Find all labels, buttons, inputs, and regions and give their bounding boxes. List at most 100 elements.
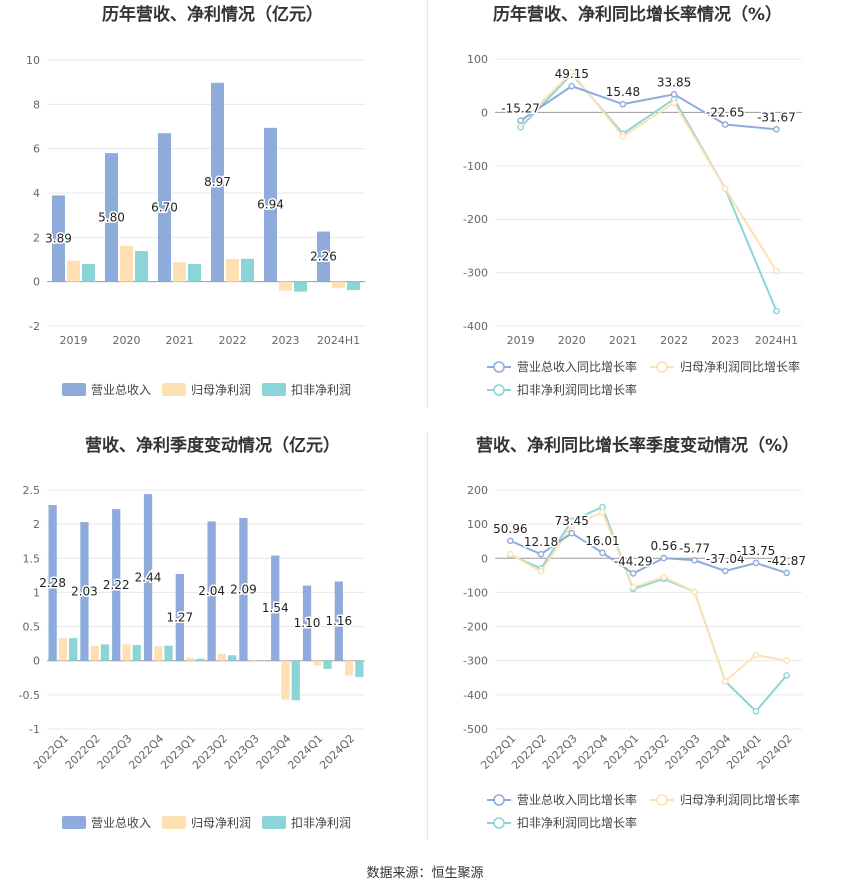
- series-line: [519, 70, 778, 272]
- y-tick-label: -500: [463, 723, 488, 736]
- bar: [347, 281, 360, 291]
- bar: [271, 555, 280, 661]
- x-tick-label: 2020: [113, 334, 141, 347]
- legend-label: 扣非净利润: [291, 383, 351, 397]
- bar-data-label: 1.16: [325, 614, 352, 628]
- bar: [196, 658, 205, 661]
- annual-growth-rate-chart: 历年营收、净利同比增长率情况（%） 100 0 -100 -200 -300 -400 201…: [425, 0, 850, 410]
- legend-swatch: [62, 383, 86, 396]
- x-tick-label: 2023: [272, 334, 300, 347]
- bar: [217, 653, 227, 661]
- series-point: [752, 559, 760, 567]
- bar-data-label: 1.27: [166, 610, 193, 624]
- chart-title: 营收、净利同比增长率季度变动情况（%）: [476, 435, 799, 456]
- series-point: [721, 185, 729, 193]
- series-point: [660, 554, 668, 562]
- line-data-label: 16.01: [585, 534, 619, 548]
- y-tick-label: 6: [33, 143, 40, 156]
- legend-label: 归母净利润同比增长率: [680, 792, 800, 807]
- line-data-label: 73.45: [555, 514, 589, 528]
- bar-data-label: 2.09: [230, 582, 257, 596]
- series-point: [670, 91, 678, 98]
- legend-marker: [493, 817, 505, 829]
- bar: [226, 259, 239, 282]
- y-tick-label: 8: [33, 98, 40, 111]
- legend-label: 营业总收入: [91, 816, 151, 830]
- bar: [241, 258, 254, 282]
- bar: [249, 660, 258, 661]
- bar: [313, 660, 322, 666]
- bar: [154, 646, 163, 661]
- legend-swatch: [262, 383, 286, 396]
- legend-swatch: [262, 816, 286, 829]
- bar-data-label: 8.97: [204, 175, 231, 189]
- line-data-label: -31.67: [757, 110, 796, 124]
- line-data-label: 0.56: [650, 539, 677, 553]
- legend-label: 归母净利润: [191, 383, 251, 397]
- y-tick-label: 0.5: [23, 621, 41, 634]
- x-tick-label: 2021: [166, 334, 194, 347]
- bar: [112, 509, 121, 661]
- line-data-label: -15.27: [501, 102, 540, 116]
- legend-marker: [493, 794, 505, 806]
- series-point: [752, 651, 760, 659]
- vertical-divider-top: [427, 0, 428, 408]
- legend-label: 扣非净利润同比增长率: [517, 382, 637, 397]
- series-point: [691, 556, 698, 564]
- bar-data-label: 1.54: [262, 601, 289, 615]
- y-tick-label: -300: [463, 655, 488, 668]
- bar: [100, 644, 110, 661]
- series-line: [509, 532, 787, 575]
- legend-swatch: [62, 816, 86, 829]
- chart-title: 历年营收、净利同比增长率情况（%）: [493, 4, 782, 25]
- y-tick-label: -100: [463, 586, 488, 599]
- line-data-label: 50.96: [493, 522, 527, 536]
- bar: [355, 660, 364, 678]
- bar-data-label: 2.28: [39, 576, 66, 590]
- bar: [132, 645, 141, 661]
- series-point: [629, 570, 637, 577]
- bar: [120, 245, 133, 282]
- y-tick-label: 0: [481, 552, 488, 565]
- x-tick-label: 2020: [558, 334, 586, 347]
- legend-marker: [493, 384, 505, 396]
- bar-data-label: 1.10: [294, 616, 321, 630]
- x-tick-label: 2024H1: [755, 334, 798, 347]
- series-point: [629, 584, 637, 591]
- series-point: [660, 573, 668, 581]
- y-tick-label: -400: [463, 689, 488, 702]
- bar: [67, 260, 80, 282]
- y-tick-label: 2: [33, 231, 40, 244]
- series-point: [783, 569, 790, 577]
- series-point: [752, 707, 760, 715]
- series-point: [568, 69, 576, 76]
- bar: [90, 645, 99, 661]
- series-point: [773, 126, 780, 133]
- x-tick-label: 2021: [609, 334, 637, 347]
- bar: [175, 573, 184, 661]
- series-point: [568, 82, 576, 90]
- y-tick-label: 200: [467, 484, 488, 497]
- line-data-label: 49.15: [555, 67, 589, 81]
- y-tick-label: 2: [33, 518, 40, 531]
- bar: [80, 522, 89, 661]
- bar: [185, 657, 195, 661]
- series-point: [619, 133, 627, 140]
- bar: [317, 231, 330, 282]
- y-tick-label: 0: [33, 655, 40, 668]
- series-point: [517, 117, 524, 124]
- bar: [281, 660, 290, 700]
- bar: [122, 644, 131, 661]
- bar-data-label: 2.22: [103, 578, 130, 592]
- legend-swatch: [162, 383, 186, 396]
- bar: [264, 127, 277, 282]
- bar: [105, 153, 118, 282]
- bar-data-label: 2.04: [198, 584, 225, 598]
- bar: [279, 281, 292, 291]
- series-point: [568, 529, 576, 537]
- series-point: [619, 100, 627, 108]
- bar: [82, 263, 95, 282]
- line-data-label: 33.85: [657, 75, 691, 89]
- line-data-label: -42.87: [767, 554, 806, 568]
- series-point: [599, 549, 606, 557]
